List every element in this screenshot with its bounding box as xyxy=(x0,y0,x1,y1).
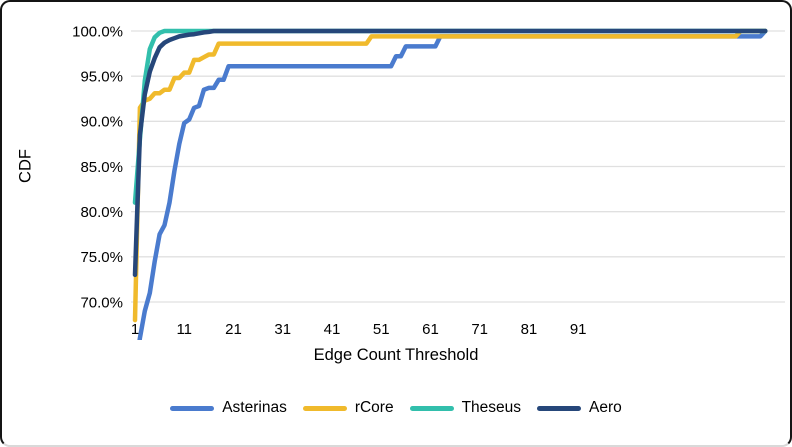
x-tick-label: 81 xyxy=(521,321,538,338)
legend-swatch-theseus xyxy=(409,405,454,411)
legend-item-theseus: Theseus xyxy=(409,399,522,417)
y-tick-label: 70.0% xyxy=(80,294,123,311)
x-tick-label: 51 xyxy=(373,321,390,338)
y-tick-label: 90.0% xyxy=(80,114,123,131)
x-tick-label: 11 xyxy=(176,321,192,338)
series-line-asterinas xyxy=(137,28,768,340)
legend-label: Asterinas xyxy=(222,399,287,416)
chart-legend: Asterinas rCore Theseus Aero xyxy=(2,399,790,417)
legend-label: rCore xyxy=(354,399,394,416)
cdf-chart-canvas: 100.0%95.0%90.0%85.0%80.0%75.0%70.0%1 11 2… xyxy=(72,23,785,340)
x-tick-label: 91 xyxy=(570,321,587,338)
x-tick-label: 21 xyxy=(225,321,242,338)
x-axis-title: Edge Count Threshold xyxy=(313,346,479,364)
x-tick-label: 61 xyxy=(422,321,439,338)
legend-swatch-rcore xyxy=(302,405,347,411)
legend-item-asterinas: Asterinas xyxy=(170,399,287,417)
series-lines xyxy=(132,28,768,340)
legend-label: Theseus xyxy=(461,399,522,416)
x-tick-label: 71 xyxy=(471,321,488,338)
gridlines xyxy=(131,30,785,303)
y-tick-label: 75.0% xyxy=(80,249,123,266)
y-tick-label: 100.0% xyxy=(72,23,123,40)
y-tick-label: 95.0% xyxy=(80,68,123,85)
y-axis-title: CDF xyxy=(16,149,35,183)
x-tick-label: 31 xyxy=(274,321,291,338)
legend-swatch-aero xyxy=(537,405,582,411)
y-tick-label: 85.0% xyxy=(80,159,123,176)
x-tick-label: 41 xyxy=(324,321,341,338)
x-tick-label: 1 xyxy=(131,321,139,338)
legend-item-rcore: rCore xyxy=(302,399,394,417)
legend-label: Aero xyxy=(589,399,622,416)
y-axis-tick-labels: 100.0% 95.0% 90.0% 85.0% 80.0% 75.0% 70.0% xyxy=(72,23,123,311)
series-line-theseus xyxy=(132,28,768,205)
x-axis-tick-labels: 1 11 21 31 41 51 61 71 81 91 xyxy=(131,321,587,338)
y-tick-label: 80.0% xyxy=(80,204,123,221)
legend-swatch-asterinas xyxy=(170,405,215,411)
series-line-aero xyxy=(132,28,768,278)
legend-item-aero: Aero xyxy=(537,399,622,417)
series-line-rcore xyxy=(132,28,768,323)
